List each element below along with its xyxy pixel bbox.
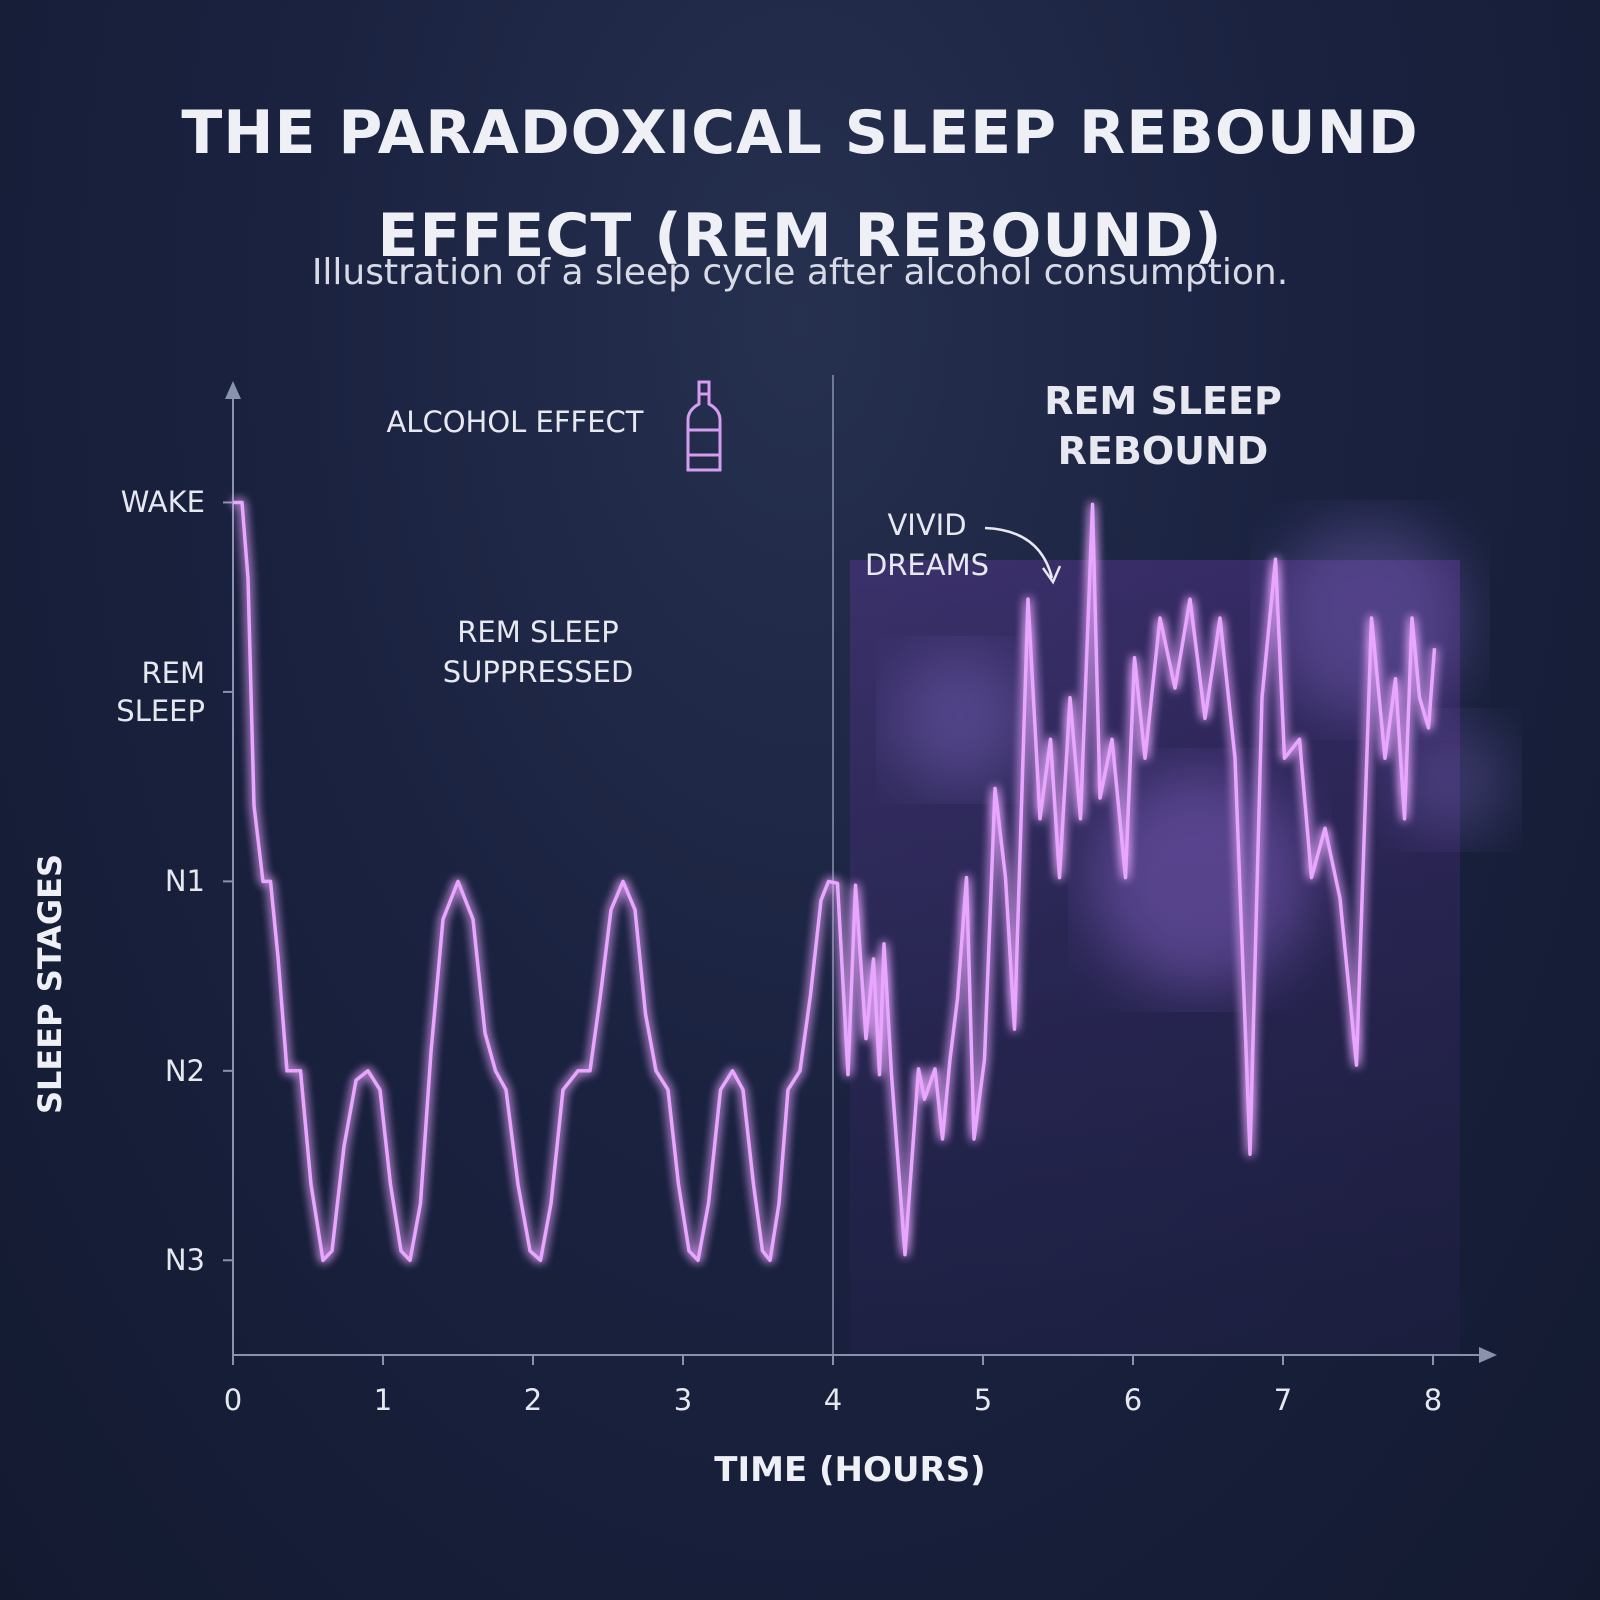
y-axis-arrow — [225, 381, 241, 399]
sleep-line — [233, 500, 1437, 1263]
x-axis-label: TIME (HOURS) — [714, 1450, 986, 1490]
y-tick-label: N3 — [164, 1243, 205, 1278]
annotation: ALCOHOL EFFECT — [386, 405, 644, 439]
x-tick-label: 3 — [673, 1383, 693, 1417]
annotation: VIVID DREAMS — [864, 508, 990, 582]
x-tick-label: 8 — [1423, 1383, 1443, 1417]
swirl — [1390, 720, 1510, 840]
swirl — [1090, 770, 1310, 990]
title: THE PARADOXICAL SLEEP REBOUND EFFECT (RE… — [181, 98, 1419, 272]
x-axis-arrow — [1479, 1347, 1497, 1363]
x-tick-label: 5 — [973, 1383, 993, 1417]
arrow — [984, 526, 1054, 579]
y-axis-label: SLEEP STAGES — [31, 853, 69, 1115]
y-tick-label: WAKE — [120, 485, 205, 520]
annotation: REM SLEEP REBOUND — [1044, 379, 1282, 473]
subtitle: Illustration of a sleep cycle after alco… — [311, 252, 1289, 293]
annotation: REM SLEEP SUPPRESSED — [442, 615, 634, 689]
x-tick-label: 4 — [823, 1383, 843, 1417]
y-tick-label: N2 — [164, 1053, 205, 1088]
x-tick-label: 7 — [1273, 1383, 1293, 1417]
bottle-icon — [686, 380, 722, 472]
swirl — [890, 650, 1030, 790]
arrow-head — [1041, 565, 1062, 585]
x-tick-label: 0 — [223, 1383, 243, 1417]
y-tick-label: N1 — [164, 864, 205, 899]
x-tick-label: 1 — [373, 1383, 393, 1417]
decoration — [686, 380, 1510, 1355]
y-tick-label: REM SLEEP — [116, 655, 205, 728]
x-tick-label: 6 — [1123, 1383, 1143, 1417]
x-tick-label: 2 — [523, 1383, 543, 1417]
